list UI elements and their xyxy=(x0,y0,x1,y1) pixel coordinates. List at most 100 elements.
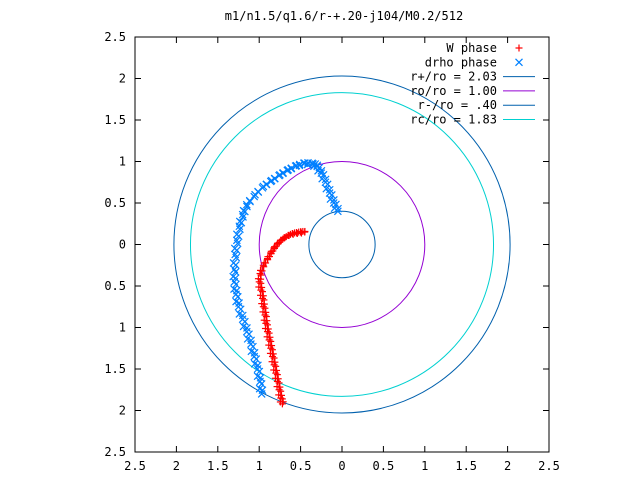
x-tick-label: 0.5 xyxy=(373,459,395,473)
legend-label: ro/ro = 1.00 xyxy=(410,84,497,98)
drho-phase-point-fill-d2 xyxy=(235,310,244,318)
drho-phase-point-d2 xyxy=(325,189,334,197)
x-tick-label: 0 xyxy=(338,459,345,473)
w-phase-point-fill xyxy=(260,263,268,271)
w-phase-point-fill xyxy=(270,354,278,362)
drho-phase-point-fill-d2 xyxy=(253,372,262,381)
w-phase-point xyxy=(259,294,267,302)
drho-phase-point xyxy=(257,389,266,398)
drho-phase-point-fill-d2 xyxy=(252,355,261,363)
w-phase-point-fill xyxy=(277,387,285,395)
drho-phase-point-fill-d2 xyxy=(291,162,300,171)
drho-phase-point-fill xyxy=(245,330,253,339)
drho-phase-point-d2 xyxy=(317,169,326,178)
drho-phase-point-d2 xyxy=(329,199,338,207)
x-tick-label: 2.5 xyxy=(124,459,146,473)
drho-phase-point-d2 xyxy=(230,277,239,286)
x-tick-label: 2 xyxy=(504,459,511,473)
legend-marker xyxy=(515,58,523,67)
drho-phase-point-fill-d2 xyxy=(235,225,244,234)
w-phase-point-fill xyxy=(257,279,265,287)
drho-phase-point xyxy=(242,200,251,209)
w-phase-point-fill xyxy=(263,321,271,329)
drho-phase-point-fill-d2 xyxy=(275,171,283,180)
legend-label: r+/ro = 2.03 xyxy=(410,70,497,84)
drho-phase-point-fill xyxy=(232,280,240,289)
drho-phase-point xyxy=(325,189,334,197)
drho-phase-point xyxy=(235,222,244,231)
drho-phase-point-fill-d2 xyxy=(325,185,334,194)
drho-phase-point-fill-d2 xyxy=(236,305,245,314)
drho-phase-point-fill-d2 xyxy=(334,204,342,213)
y-tick-label: 1.5 xyxy=(104,113,126,127)
circle-2 xyxy=(173,75,511,414)
drho-phase-point-fill-d2 xyxy=(237,218,246,227)
axis-ticks: 2.5 2 1.5 1 0.5 0 0.5 1 1.5 2 2.52.521.510.500.511… xyxy=(104,30,560,473)
legend-label: rc/ro = 1.83 xyxy=(410,113,497,127)
y-tick-label: 2 xyxy=(119,72,126,86)
drho-phase-point-fill xyxy=(249,342,257,351)
drho-phase-point-fill-d2 xyxy=(266,177,275,186)
drho-phase-point-fill xyxy=(239,213,247,221)
x-tick-label: 2 xyxy=(173,459,180,473)
y-tick-label: 0.5 xyxy=(104,196,126,210)
w-phase-point-fill xyxy=(273,371,281,379)
drho-phase-point-fill-d2 xyxy=(255,384,264,393)
x-tick-label: 2.5 xyxy=(538,459,560,473)
drho-phase-point-fill xyxy=(235,225,244,234)
drho-phase-point-fill xyxy=(237,218,246,227)
drho-phase-point xyxy=(232,236,241,245)
chart-title: m1/n1.5/q1.6/r-+.20-j104/M0.2/512 xyxy=(225,9,463,23)
drho-phase-point-fill-d2 xyxy=(308,159,317,168)
drho-phase-point-fill-d2 xyxy=(317,166,326,175)
drho-phase-point-fill xyxy=(232,253,241,262)
drho-phase-point xyxy=(230,265,239,274)
drho-phase-point-fill-d2 xyxy=(240,317,249,326)
y-tick-label: 0.5 xyxy=(104,279,126,293)
drho-phase-point-fill-d2 xyxy=(234,232,243,241)
drho-phase-point-fill-d2 xyxy=(233,239,242,248)
drho-phase-point-fill xyxy=(231,261,240,269)
radius-circles xyxy=(173,75,511,414)
drho-phase-point-fill-d2 xyxy=(255,367,264,376)
drho-phase-point-fill xyxy=(257,380,266,388)
drho-phase-point-fill-d2 xyxy=(257,380,266,388)
drho-phase-point-d2 xyxy=(257,389,266,398)
legend-marker xyxy=(515,44,523,52)
drho-phase-point-fill xyxy=(236,305,245,314)
drho-phase-point-d2 xyxy=(238,210,247,219)
drho-phase-point-d2 xyxy=(230,265,239,274)
drho-phase-point-fill-d2 xyxy=(321,175,330,184)
drho-phase-point-fill-d2 xyxy=(247,347,256,356)
drho-phase-point xyxy=(238,210,247,219)
y-tick-label: 2.5 xyxy=(104,445,126,459)
drho-phase-point-fill xyxy=(275,171,283,180)
y-tick-label: 1 xyxy=(119,155,126,169)
drho-phase-point-fill-d2 xyxy=(303,160,312,169)
circle-3 xyxy=(258,161,426,328)
drho-phase-point-fill-d2 xyxy=(329,195,338,204)
w-phase-point xyxy=(261,311,269,319)
y-tick-label: 1.5 xyxy=(104,362,126,376)
drho-phase-point-fill-d2 xyxy=(232,297,240,306)
drho-phase-point-fill-d2 xyxy=(239,322,248,331)
drho-phase-point-d2 xyxy=(256,377,264,386)
drho-phase-point-fill-d2 xyxy=(231,261,240,269)
legend-marker-d2 xyxy=(515,58,523,67)
drho-phase-point-fill xyxy=(252,355,261,363)
circle-4 xyxy=(308,210,376,279)
legend-label: r-/ro = .40 xyxy=(418,98,497,112)
drho-phase-point-fill xyxy=(291,162,300,171)
w-phase-point-fill xyxy=(261,304,269,312)
drho-phase-point-fill-d2 xyxy=(230,285,238,293)
x-tick-label: 1.5 xyxy=(455,459,477,473)
drho-phase-point-fill-d2 xyxy=(249,342,257,351)
x-tick-label: 1.5 xyxy=(207,459,229,473)
w-phase-point-fill xyxy=(267,337,275,345)
drho-phase-point-fill xyxy=(231,267,240,276)
drho-phase-point-fill xyxy=(255,367,264,376)
drho-phase-point-fill xyxy=(266,177,275,186)
y-tick-label: 2.5 xyxy=(104,30,126,44)
w-phase-point-fill xyxy=(275,379,283,387)
